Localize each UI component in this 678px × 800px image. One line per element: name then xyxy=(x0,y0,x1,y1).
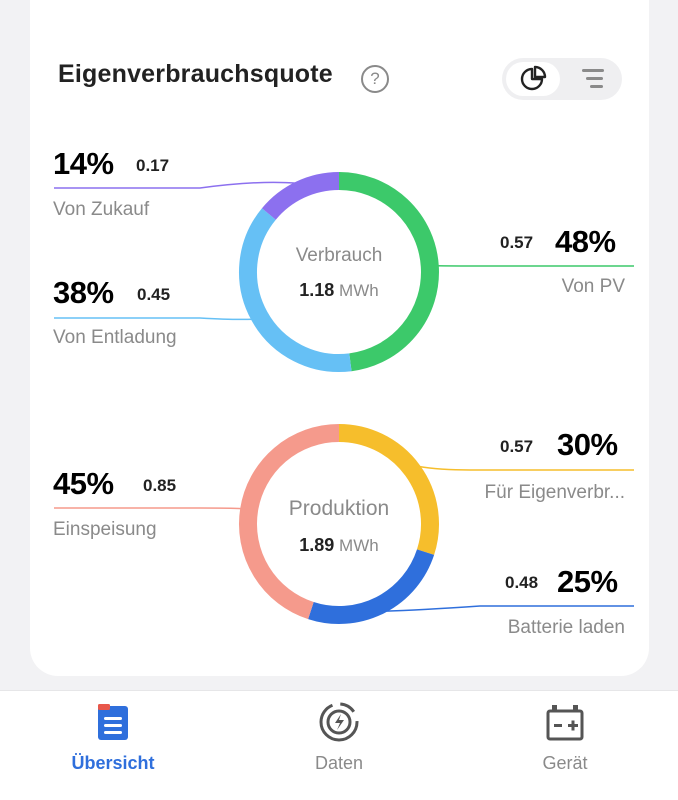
donut-segment-zukauf xyxy=(261,172,340,220)
donut-segment-einspeisung xyxy=(239,424,340,620)
self-consumption-card xyxy=(30,0,649,676)
leader-line-entladung xyxy=(54,317,254,321)
pie-view-button[interactable] xyxy=(506,62,560,96)
donut-segment-batterie xyxy=(308,549,435,624)
einspeisung-label: Einspeisung xyxy=(53,519,157,540)
consumption-center-value: 1.18 MWh xyxy=(239,280,439,301)
tab-data-label: Daten xyxy=(314,753,364,773)
production-center-label: Produktion xyxy=(288,497,390,520)
eigenverbrauch-label: Für Eigenverbr... xyxy=(484,482,625,503)
consumption-total: 1.18 xyxy=(299,280,335,300)
batterie-value: 0.48 xyxy=(505,573,539,592)
einspeisung-percent: 45% xyxy=(53,466,114,501)
leader-line-batterie xyxy=(383,605,634,613)
donut-segment-eigenverbrauch xyxy=(338,424,439,555)
help-icon[interactable]: ? xyxy=(361,65,389,93)
page-title: Eigenverbrauchsquote xyxy=(58,60,333,88)
zukauf-percent: 14% xyxy=(53,146,114,181)
entladung-percent: 38% xyxy=(53,275,114,310)
consumption-center-label: Verbrauch xyxy=(295,245,383,266)
leader-line-zukauf xyxy=(54,181,298,189)
production-unit: MWh xyxy=(339,536,379,555)
leader-line-einspeisung xyxy=(54,507,243,510)
production-total: 1.89 xyxy=(299,535,335,555)
donut-charts xyxy=(54,172,634,624)
entladung-label: Von Entladung xyxy=(53,327,177,348)
pv-percent: 48% xyxy=(555,224,616,259)
einspeisung-value: 0.85 xyxy=(143,476,177,495)
view-toggle[interactable] xyxy=(502,58,622,100)
batterie-percent: 25% xyxy=(557,564,618,599)
eigenverbrauch-value: 0.57 xyxy=(500,437,534,456)
data-icon xyxy=(319,702,359,742)
donut-segment-pv xyxy=(338,172,439,372)
pie-chart-icon xyxy=(520,65,547,91)
pv-value: 0.57 xyxy=(500,233,534,252)
tab-device[interactable]: Gerät xyxy=(452,691,678,800)
eigenverbrauch-percent: 30% xyxy=(557,427,618,462)
batterie-label: Batterie laden xyxy=(507,617,625,638)
tab-overview-label: Übersicht xyxy=(71,753,155,773)
zukauf-value: 0.17 xyxy=(136,156,170,175)
bottom-tab-bar: Übersicht Daten Gerät xyxy=(0,690,678,800)
pv-label: Von PV xyxy=(561,276,625,297)
tab-data[interactable]: Daten xyxy=(226,691,452,800)
funnel-list-icon xyxy=(582,69,604,88)
entladung-value: 0.45 xyxy=(137,285,171,304)
zukauf-label: Von Zukauf xyxy=(53,199,150,220)
consumption-unit: MWh xyxy=(339,281,379,300)
device-icon xyxy=(546,705,584,741)
production-center-value: 1.89 MWh xyxy=(239,535,439,556)
leader-line-eigenverbrauch xyxy=(418,465,634,471)
tab-overview[interactable]: Übersicht xyxy=(0,691,226,800)
donut-segment-entladung xyxy=(239,208,352,372)
overview-icon xyxy=(98,704,128,740)
tab-device-label: Gerät xyxy=(542,753,588,773)
list-view-button[interactable] xyxy=(568,62,618,96)
